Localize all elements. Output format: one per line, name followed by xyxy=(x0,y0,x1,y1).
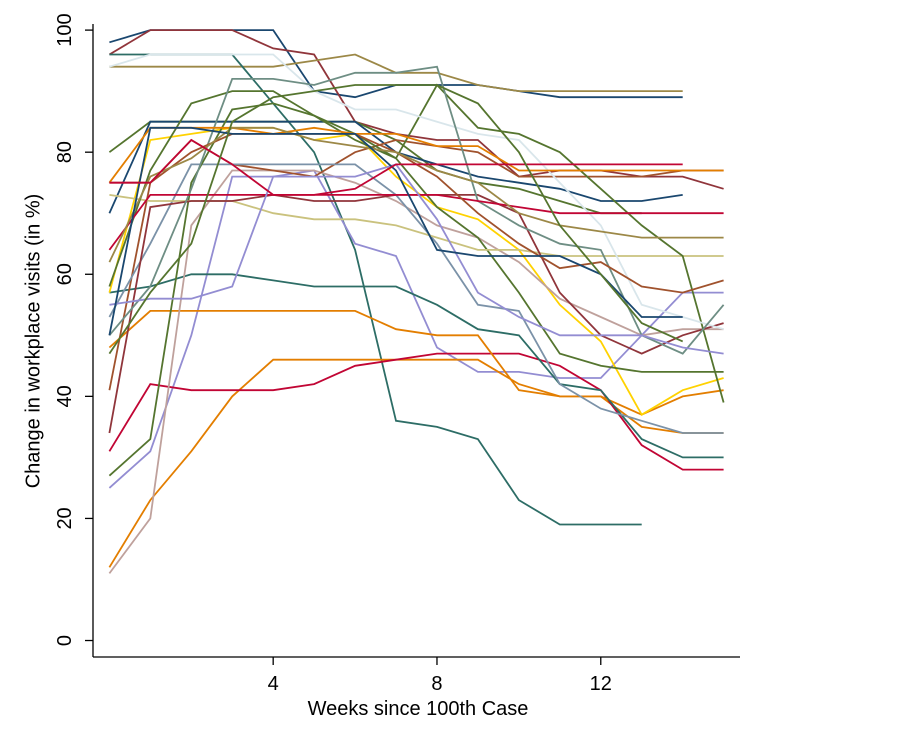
x-tick-label: 8 xyxy=(431,673,442,695)
series-line xyxy=(109,163,724,355)
series-line xyxy=(108,83,725,403)
series-line xyxy=(108,102,724,477)
x-tick-label: 12 xyxy=(590,673,612,695)
y-tick-label: 0 xyxy=(54,635,76,646)
y-tick-label: 80 xyxy=(54,141,76,163)
series-line xyxy=(108,310,724,416)
y-tick-label: 40 xyxy=(54,385,76,407)
series-line xyxy=(108,138,724,391)
series-line xyxy=(108,163,724,434)
series-line xyxy=(108,126,724,263)
series-line xyxy=(108,169,724,574)
series-line xyxy=(108,194,724,251)
series-line xyxy=(109,29,683,99)
y-tick-label: 60 xyxy=(54,263,76,285)
series-line xyxy=(108,120,683,214)
series-line xyxy=(108,352,724,471)
series-line xyxy=(109,138,683,196)
series-line xyxy=(108,29,724,190)
series-line xyxy=(109,194,724,257)
series-line xyxy=(108,84,684,355)
series-line xyxy=(108,169,724,489)
y-tick-label: 20 xyxy=(54,507,76,529)
series-line xyxy=(108,358,724,568)
series-line xyxy=(108,126,724,184)
x-axis-label: Weeks since 100th Case xyxy=(308,698,529,720)
series-line xyxy=(108,126,683,336)
x-tick-label: 4 xyxy=(268,673,279,695)
y-axis-label: Change in workplace visits (in %) xyxy=(22,194,44,489)
y-tick-label: 100 xyxy=(54,13,76,46)
series-line xyxy=(109,53,724,331)
series-line xyxy=(108,65,725,355)
